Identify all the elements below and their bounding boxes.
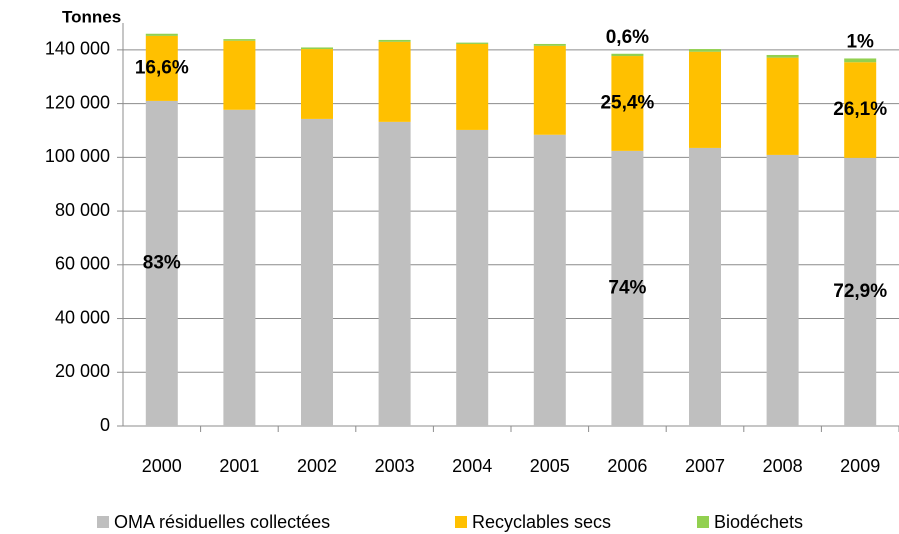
bar-segment: [223, 39, 256, 41]
bar-segment: [766, 54, 799, 58]
y-tick-label: 120 000: [45, 92, 110, 112]
legend-swatch: [697, 516, 709, 528]
bar-segment: [223, 40, 256, 110]
share-label: 25,4%: [600, 92, 654, 113]
y-tick-label: 0: [100, 415, 110, 435]
share-label: 16,6%: [135, 57, 189, 78]
bar-segment: [844, 157, 877, 426]
bar-segment: [766, 57, 799, 155]
legend-label: OMA résiduelles collectées: [114, 512, 330, 532]
bar-segment: [689, 51, 721, 148]
bar-segment: [145, 35, 178, 101]
bar-segment: [145, 100, 178, 426]
y-tick-label: 140 000: [45, 39, 110, 59]
x-tick-label: 2002: [297, 456, 337, 476]
y-tick-label: 20 000: [55, 361, 110, 381]
bar-segment: [378, 121, 411, 427]
share-label: 1%: [846, 31, 874, 52]
bar-segment: [378, 39, 411, 42]
x-tick-label: 2000: [142, 456, 182, 476]
y-tick-label: 80 000: [55, 200, 110, 220]
bar-segment: [611, 150, 644, 427]
bar-segment: [378, 41, 411, 122]
x-tick-label: 2001: [219, 456, 259, 476]
share-label: 83%: [143, 252, 181, 273]
share-label: 72,9%: [833, 281, 887, 302]
y-tick-label: 60 000: [55, 254, 110, 274]
legend-swatch: [455, 516, 467, 528]
share-label: 0,6%: [606, 27, 649, 48]
bar-segment: [145, 33, 178, 36]
bar-segment: [844, 62, 877, 158]
x-tick-label: 2009: [840, 456, 880, 476]
bar-segment: [456, 42, 489, 44]
y-tick-label: 100 000: [45, 146, 110, 166]
bar-segment: [766, 154, 799, 426]
x-tick-label: 2006: [607, 456, 647, 476]
bar-segment: [456, 129, 489, 427]
share-label: 26,1%: [833, 99, 887, 120]
bar-segment: [301, 47, 333, 50]
legend-swatch: [97, 516, 109, 528]
bar-segment: [223, 109, 256, 427]
x-tick-label: 2007: [685, 456, 725, 476]
bar-segment: [301, 118, 333, 426]
x-tick-label: 2005: [530, 456, 570, 476]
bar-segment: [533, 134, 566, 427]
bar-segment: [611, 53, 644, 57]
bar-segment: [611, 56, 644, 151]
y-axis-label: Tonnes: [62, 7, 121, 26]
bar-segment: [689, 49, 721, 52]
legend-label: Recyclables secs: [472, 512, 611, 532]
bar-segment: [301, 49, 333, 119]
bar-segment: [533, 45, 566, 135]
bar-segment: [533, 43, 566, 46]
bar-segment: [456, 43, 489, 130]
share-label: 74%: [608, 277, 646, 298]
y-tick-label: 40 000: [55, 307, 110, 327]
x-tick-label: 2008: [763, 456, 803, 476]
x-tick-label: 2003: [375, 456, 415, 476]
x-tick-label: 2004: [452, 456, 492, 476]
bar-segment: [844, 58, 877, 63]
legend-label: Biodéchets: [714, 512, 803, 532]
bar-segment: [689, 147, 721, 426]
